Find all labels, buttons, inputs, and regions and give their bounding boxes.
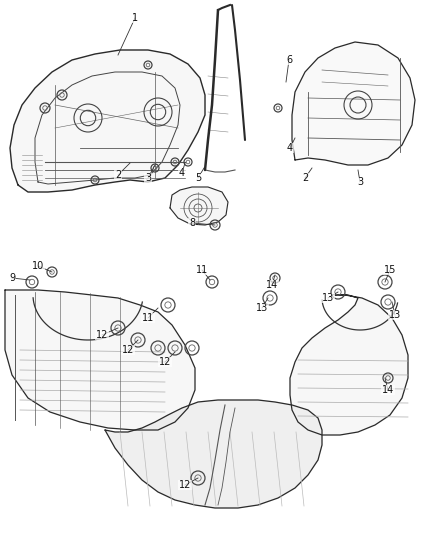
Text: 14: 14	[266, 280, 278, 290]
Text: 14: 14	[382, 385, 394, 395]
Text: 9: 9	[9, 273, 15, 283]
Text: 8: 8	[189, 218, 195, 228]
Polygon shape	[10, 50, 205, 192]
Text: 3: 3	[357, 177, 363, 187]
Text: 12: 12	[179, 480, 191, 490]
Text: 2: 2	[302, 173, 308, 183]
Text: 4: 4	[179, 168, 185, 178]
Text: 11: 11	[142, 313, 154, 323]
Polygon shape	[105, 400, 322, 508]
Polygon shape	[292, 42, 415, 165]
Text: 13: 13	[389, 310, 401, 320]
Text: 1: 1	[132, 13, 138, 23]
Text: 12: 12	[159, 357, 171, 367]
Text: 10: 10	[32, 261, 44, 271]
Text: 4: 4	[287, 143, 293, 153]
Polygon shape	[5, 290, 195, 430]
Text: 15: 15	[384, 265, 396, 275]
Polygon shape	[170, 187, 228, 225]
Text: 13: 13	[322, 293, 334, 303]
Text: 6: 6	[286, 55, 292, 65]
Text: 11: 11	[196, 265, 208, 275]
Text: 2: 2	[115, 170, 121, 180]
Text: 12: 12	[122, 345, 134, 355]
Text: 12: 12	[96, 330, 108, 340]
Text: 13: 13	[256, 303, 268, 313]
Polygon shape	[290, 295, 408, 435]
Text: 3: 3	[145, 173, 151, 183]
Text: 5: 5	[195, 173, 201, 183]
